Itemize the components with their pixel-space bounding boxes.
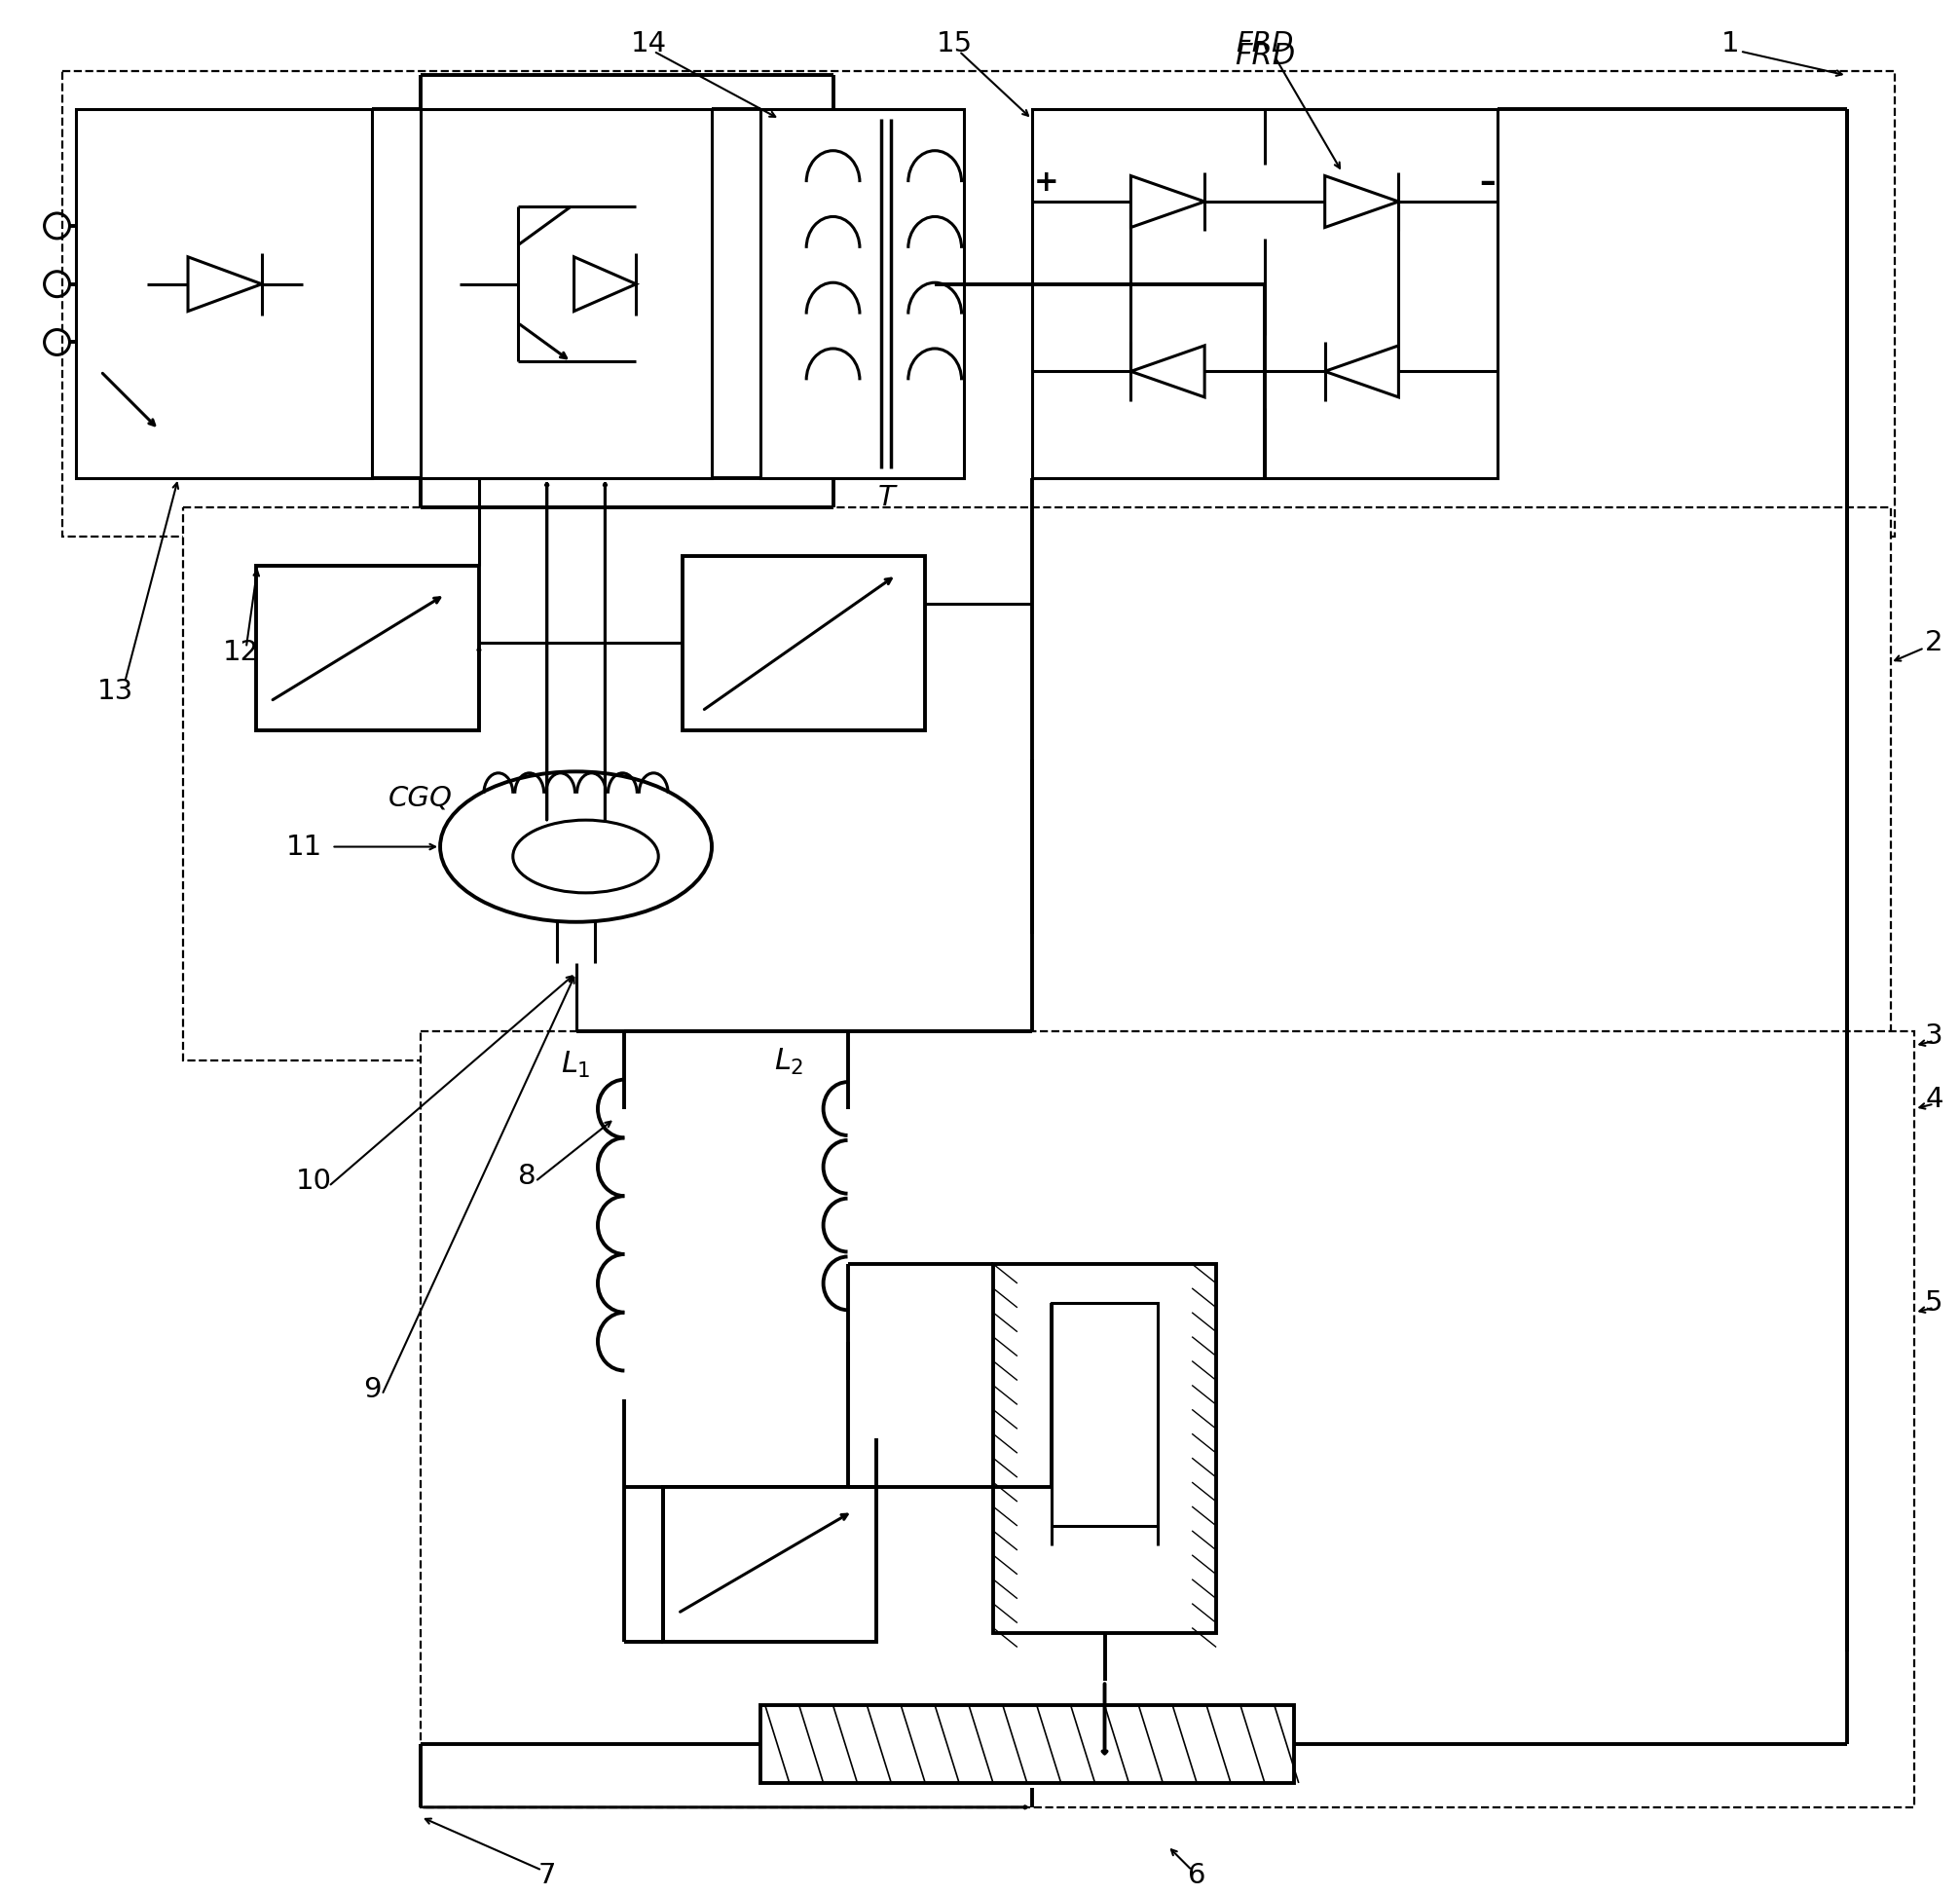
- Polygon shape: [188, 258, 263, 311]
- Bar: [682, 555, 925, 730]
- Text: 14: 14: [631, 30, 666, 57]
- Text: 1: 1: [1721, 30, 1739, 57]
- Text: CGQ: CGQ: [388, 785, 453, 811]
- Text: 2: 2: [1925, 629, 1942, 658]
- Text: –: –: [1480, 167, 1495, 199]
- Text: 10: 10: [296, 1167, 331, 1196]
- Bar: [63, 70, 1895, 536]
- Polygon shape: [1131, 176, 1205, 227]
- Bar: [257, 565, 478, 730]
- Polygon shape: [1325, 345, 1399, 398]
- Text: 15: 15: [937, 30, 972, 57]
- Polygon shape: [1325, 176, 1399, 227]
- Text: 9: 9: [363, 1376, 382, 1404]
- Bar: [1031, 110, 1497, 478]
- Bar: [421, 1031, 1915, 1808]
- Text: 11: 11: [286, 834, 323, 860]
- Text: 7: 7: [537, 1861, 557, 1889]
- Text: 3: 3: [1925, 1021, 1942, 1050]
- Text: 13: 13: [98, 678, 133, 705]
- Text: 5: 5: [1925, 1289, 1942, 1317]
- Bar: [182, 508, 1889, 1059]
- Text: $L_2$: $L_2$: [774, 1048, 804, 1076]
- Text: 6: 6: [1188, 1861, 1205, 1889]
- Bar: [662, 1488, 876, 1643]
- Ellipse shape: [514, 821, 659, 893]
- Text: 4: 4: [1925, 1086, 1942, 1112]
- Text: +: +: [1035, 169, 1058, 197]
- Polygon shape: [1131, 345, 1205, 398]
- Text: T: T: [878, 483, 896, 512]
- Text: 12: 12: [223, 639, 259, 667]
- Text: FRD: FRD: [1237, 30, 1294, 57]
- Bar: [760, 110, 964, 478]
- Text: $L_1$: $L_1$: [561, 1050, 590, 1080]
- Bar: [760, 1706, 1294, 1783]
- Text: FRD: FRD: [1235, 42, 1296, 70]
- Bar: [76, 110, 372, 478]
- Bar: [1051, 1302, 1158, 1525]
- Text: 8: 8: [517, 1164, 537, 1190]
- Polygon shape: [574, 258, 637, 311]
- Bar: [994, 1264, 1217, 1633]
- Bar: [421, 110, 711, 478]
